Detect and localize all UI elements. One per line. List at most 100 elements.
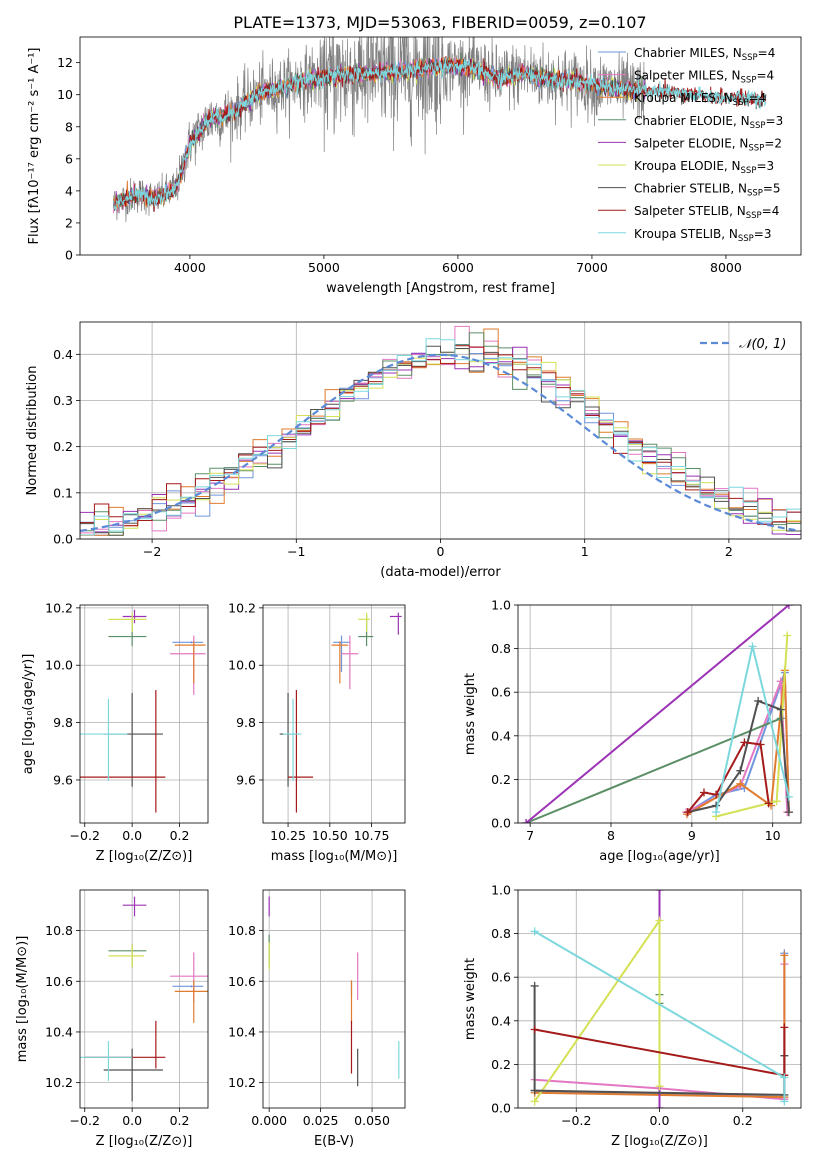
legend-text: Salpeter STELIB, N [634,204,746,218]
normal-curve [80,353,799,532]
y-tick-label: 0.6 [491,970,511,985]
weight-marker [784,605,793,609]
x-tick-label: 2 [725,544,733,559]
legend-label: Chabrier MILES, NSSP=4 [634,46,775,63]
x-axis-label: age [log₁₀(age/yr)] [599,849,720,864]
y-tick-label: 10.2 [45,1075,73,1090]
x-axis-label: E(B-V) [314,1134,354,1149]
weight-series-line [687,671,790,813]
legend-text: Kroupa MILES, N [634,91,733,105]
legend-text: Salpeter ELODIE, N [634,136,748,150]
weight-marker [530,981,539,990]
axes-mass-vs-ebv: 0.000 0.025 0.050 10.2 10.4 10.6 10.8 E(B-V) [228,889,406,1149]
legend-text: Chabrier ELODIE, N [634,114,750,128]
weight-series-line [525,605,790,823]
x-tick-label: 0.2 [733,1113,753,1128]
y-tick-label: 9.6 [236,772,256,787]
y-tick-label: 0.8 [491,641,511,656]
y-tick-label: 10 [57,87,73,102]
x-tick-label: 9 [688,828,696,843]
plot-area [80,896,208,1102]
weight-marker [740,738,749,747]
legend-subscript: SSP [742,53,758,63]
plot-area [279,612,402,813]
axes-frame [262,604,406,824]
weight-marker [780,951,789,960]
y-tick-label: 0.6 [491,685,511,700]
x-tick-label: −2 [143,544,161,559]
y-tick-label: 10.2 [45,600,73,615]
axes-frame [79,321,802,540]
y-axis-label: mass [log₁₀(M/M⊙)] [15,936,30,1063]
weight-marker [780,1097,789,1106]
x-tick-label: −0.2 [561,1113,591,1128]
legend-subscript: SSP [738,234,754,244]
figure-title: PLATE=1373, MJD=53063, FIBERID=0059, z=0… [233,13,646,32]
axes-frame [517,889,802,1109]
weight-marker [712,808,721,817]
weight-marker [699,788,708,797]
x-tick-label: −0.2 [70,1113,100,1128]
plot-area [268,896,400,1087]
weight-marker [780,1073,789,1082]
y-axis-label: age [log₁₀(age/yr)] [21,654,36,775]
legend-suffix: =3 [756,159,774,173]
axes-frame [79,604,209,824]
y-tick-label: 0.1 [53,485,73,500]
x-axis-label: Z [log₁₀(Z/Z⊙)] [611,1134,708,1149]
x-tick-label: 0.0 [650,1113,670,1128]
plot-area [113,37,767,223]
y-tick-label: 10.6 [45,974,73,989]
weight-marker [530,1086,539,1095]
legend-label: Chabrier STELIB, NSSP=5 [634,182,781,199]
y-tick-label: 10.8 [228,923,256,938]
weight-marker [736,766,745,775]
y-tick-label: 1.0 [491,598,511,613]
legend-subscript: SSP [741,166,757,176]
legend-subscript: SSP [741,76,757,86]
weight-marker [530,1025,539,1034]
x-axis-label: (data-model)/error [380,565,501,580]
y-tick-label: 0.4 [491,1013,511,1028]
axes-frame [517,604,802,824]
weight-marker [655,916,664,925]
plot-area [80,609,206,813]
y-axis-label: mass weight [463,958,478,1040]
legend-suffix: =4 [762,204,780,218]
x-tick-label: 0.2 [170,828,190,843]
legend-suffix: =4 [756,69,774,83]
legend-subscript: SSP [747,189,763,199]
x-tick-label: 5000 [308,260,340,275]
x-axis-label: mass [log₁₀(M/M⊙)] [271,849,398,864]
plot-area [80,325,801,539]
y-tick-label: 0.3 [53,393,73,408]
legend-label: Kroupa STELIB, NSSP=3 [634,227,772,244]
x-tick-label: 7 [526,828,534,843]
x-axis-label: Z [log₁₀(Z/Z⊙)] [96,849,193,864]
x-axis-label: Z [log₁₀(Z/Z⊙)] [96,1134,193,1149]
legend-text: Kroupa STELIB, N [634,227,738,241]
legend-subscript: SSP [733,98,749,108]
legend-subscript: SSP [748,143,764,153]
y-tick-label: 0.0 [491,816,511,831]
y-tick-label: 10.4 [45,1024,73,1039]
x-tick-label: −0.2 [70,828,100,843]
axes-frame [79,36,802,256]
weight-marker [756,740,765,749]
model-spectrum-line [113,55,767,212]
axes-frame [262,889,406,1109]
y-tick-label: 0 [65,248,73,263]
x-tick-label: 4000 [174,260,206,275]
plot-area [530,890,789,1108]
weight-marker [748,642,757,651]
weight-marker [784,792,793,801]
y-tick-label: 10.2 [228,1075,256,1090]
x-tick-label: 0.000 [251,1113,287,1128]
weight-marker [655,1104,664,1108]
weight-marker [783,631,792,640]
plot-area [522,605,793,823]
y-tick-label: 4 [65,183,73,198]
weight-series-line [533,919,661,1103]
